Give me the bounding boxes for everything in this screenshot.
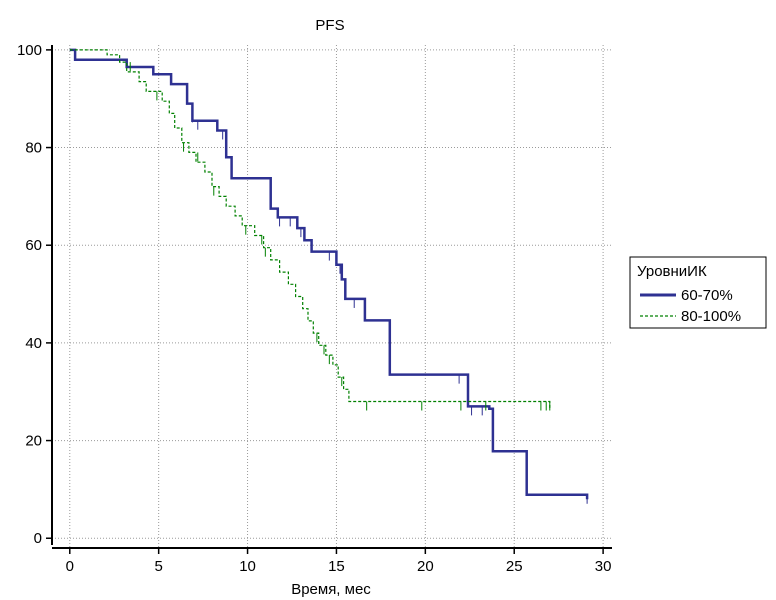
x-tick-label: 15 (328, 558, 345, 575)
axis-ticks: 0 5 10 15 20 25 30 0 20 40 60 80 100 (17, 42, 611, 575)
x-axis-label: Время, мес (291, 581, 371, 598)
x-tick-label: 5 (154, 558, 162, 575)
x-tick-label: 30 (595, 558, 612, 575)
series-line-60-70- (69, 48, 589, 500)
series-line-80-100- (69, 49, 551, 409)
legend: УровниИК 60-70% 80-100% (629, 256, 767, 329)
x-tick-label: 10 (239, 558, 256, 575)
legend-title: УровниИК (637, 263, 707, 280)
y-tick-label: 60 (25, 237, 42, 254)
legend-label-80-100: 80-100% (681, 308, 741, 325)
plot-area (69, 48, 589, 504)
x-tick-label: 0 (66, 558, 74, 575)
y-tick-label: 80 (25, 140, 42, 157)
x-tick-label: 25 (506, 558, 523, 575)
chart-title: PFS (315, 17, 344, 34)
y-tick-label: 40 (25, 335, 42, 352)
legend-label-60-70: 60-70% (681, 287, 733, 304)
axes (51, 45, 612, 549)
y-tick-label: 20 (25, 433, 42, 450)
y-tick-label: 0 (34, 530, 42, 547)
y-tick-label: 100 (17, 42, 42, 59)
x-tick-label: 20 (417, 558, 434, 575)
gridlines (52, 45, 612, 548)
